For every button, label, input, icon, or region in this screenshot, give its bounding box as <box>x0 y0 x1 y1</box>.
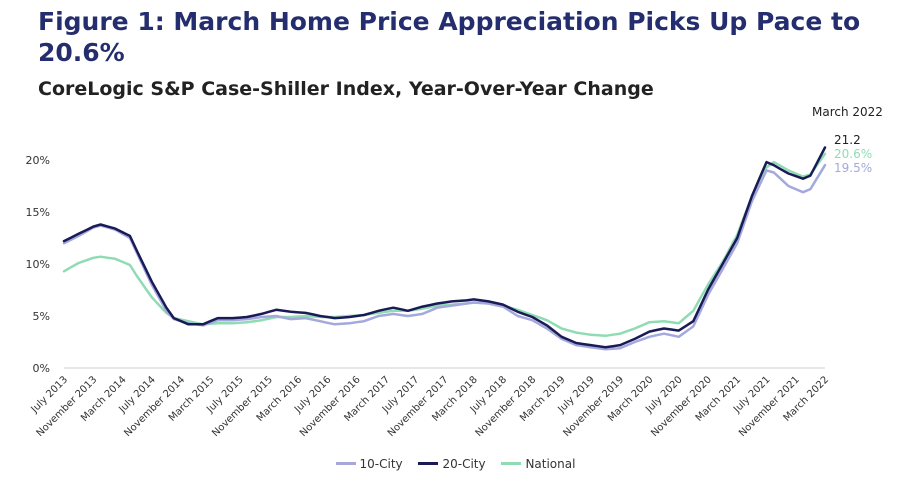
chart-subtitle: CoreLogic S&P Case-Shiller Index, Year-O… <box>38 78 654 100</box>
series-line-10-city <box>62 163 827 351</box>
legend-item-20-city: 20-City <box>418 456 486 471</box>
y-tick-label: 20% <box>26 154 50 167</box>
y-tick-label: 15% <box>26 206 50 219</box>
legend-label-national: National <box>525 456 576 471</box>
end-label-10-city: 19.5% <box>834 161 872 175</box>
y-tick-label: 10% <box>26 258 50 271</box>
legend-label-20-city: 20-City <box>442 456 486 471</box>
legend-item-10-city: 10-City <box>335 456 403 471</box>
end-label-20-city: 21.2 <box>834 133 861 147</box>
end-date-annotation: March 2022 <box>812 105 883 119</box>
legend-swatch-20-city <box>418 462 439 465</box>
series-line-20-city <box>62 146 827 349</box>
legend-item-national: National <box>501 457 575 471</box>
legend-swatch-national <box>501 462 522 465</box>
end-label-national: 20.6% <box>834 147 872 161</box>
legend: 10-City 20-City National <box>0 454 911 471</box>
series-line-national <box>62 152 827 338</box>
chart-title: Figure 1: March Home Price Appreciation … <box>38 7 861 67</box>
y-tick-label: 0% <box>33 362 50 375</box>
legend-label-10-city: 10-City <box>359 456 403 471</box>
legend-swatch-10-city <box>335 462 356 465</box>
y-tick-label: 5% <box>33 310 50 323</box>
